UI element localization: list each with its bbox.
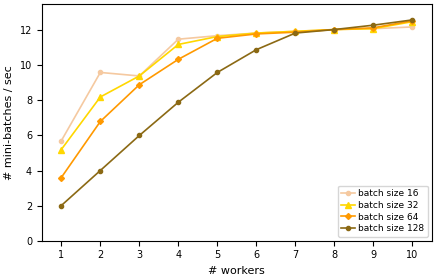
batch size 64 xyxy=(215,37,220,40)
batch size 32 xyxy=(59,148,64,151)
batch size 32 xyxy=(215,35,220,38)
batch size 16 xyxy=(215,34,220,37)
batch size 64 xyxy=(371,26,376,29)
batch size 16 xyxy=(98,71,103,74)
Line: batch size 32: batch size 32 xyxy=(58,19,415,152)
batch size 32 xyxy=(98,95,103,99)
batch size 128 xyxy=(410,18,415,22)
batch size 128 xyxy=(332,28,337,31)
batch size 32 xyxy=(176,43,181,46)
batch size 32 xyxy=(332,28,337,31)
batch size 32 xyxy=(410,20,415,23)
Line: batch size 64: batch size 64 xyxy=(59,19,414,179)
X-axis label: # workers: # workers xyxy=(208,266,265,276)
batch size 16 xyxy=(293,30,298,33)
batch size 64 xyxy=(137,83,142,87)
batch size 128 xyxy=(176,101,181,104)
batch size 128 xyxy=(59,204,64,207)
batch size 128 xyxy=(98,169,103,172)
batch size 32 xyxy=(137,74,142,78)
batch size 32 xyxy=(371,27,376,30)
batch size 16 xyxy=(254,31,259,35)
batch size 16 xyxy=(59,139,64,143)
batch size 16 xyxy=(137,74,142,78)
batch size 64 xyxy=(410,19,415,22)
batch size 128 xyxy=(137,134,142,137)
batch size 64 xyxy=(332,28,337,31)
Legend: batch size 16, batch size 32, batch size 64, batch size 128: batch size 16, batch size 32, batch size… xyxy=(338,186,428,237)
batch size 128 xyxy=(215,71,220,74)
batch size 16 xyxy=(176,38,181,41)
Line: batch size 128: batch size 128 xyxy=(59,18,414,207)
batch size 64 xyxy=(254,32,259,36)
batch size 64 xyxy=(98,120,103,123)
batch size 64 xyxy=(59,176,64,179)
batch size 64 xyxy=(293,31,298,34)
batch size 128 xyxy=(293,31,298,35)
batch size 16 xyxy=(410,25,415,29)
batch size 32 xyxy=(293,30,298,33)
batch size 128 xyxy=(371,24,376,27)
batch size 32 xyxy=(254,31,259,35)
batch size 128 xyxy=(254,48,259,51)
batch size 16 xyxy=(332,28,337,31)
batch size 64 xyxy=(176,58,181,61)
Y-axis label: # mini-batches / sec: # mini-batches / sec xyxy=(4,65,14,180)
batch size 16 xyxy=(371,27,376,30)
Line: batch size 16: batch size 16 xyxy=(59,25,414,143)
